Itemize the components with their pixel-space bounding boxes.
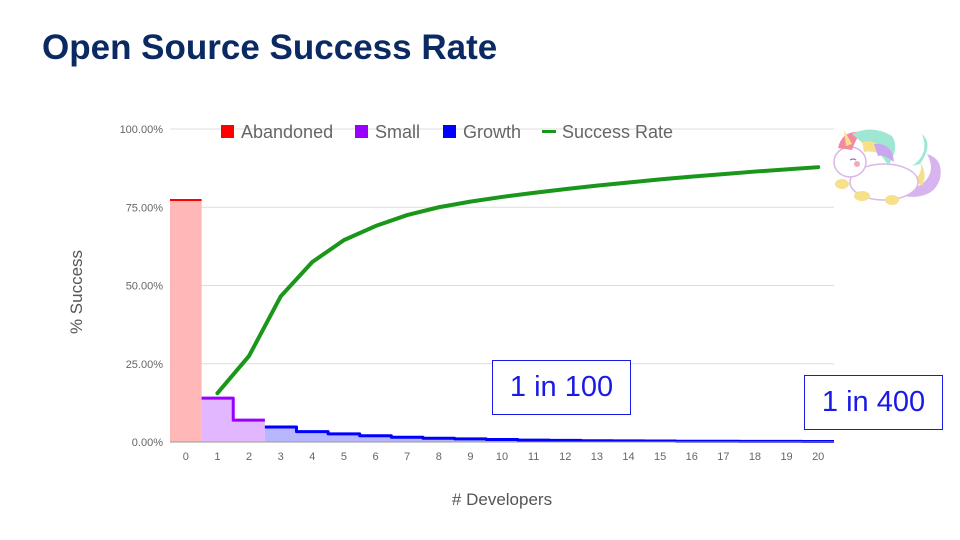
y-tick-label: 25.00% [126,359,164,371]
series-growth [264,425,834,443]
area-series [170,199,834,443]
x-axis-title: # Developers [452,490,552,509]
x-tick-label: 15 [654,451,666,463]
success-rate-line [215,165,821,396]
x-tick-label: 12 [559,451,571,463]
legend: Abandoned Small Growth Success Rate [221,122,673,142]
svg-text:Small: Small [375,122,420,142]
x-axis-ticks: 0 1 2 3 4 5 6 7 8 9 10 11 12 13 14 15 16 17 18 19 20 [183,451,825,463]
x-tick-label: 11 [528,451,539,463]
annotation-label: 1 in 100 [509,371,614,403]
series-abandoned [170,199,202,442]
y-tick-label: 75.00% [126,202,164,214]
y-axis-ticks: 0.00% 25.00% 50.00% 75.00% 100.00% [120,124,164,449]
y-tick-label: 100.00% [120,124,164,136]
legend-item-success-rate: Success Rate [542,122,673,142]
x-tick-label: 7 [404,451,410,463]
y-tick-label: 50.00% [126,281,164,293]
annotation-1-in-100: 1 in 100 [492,360,631,415]
x-tick-label: 9 [467,451,473,463]
slide-title: Open Source Success Rate [42,28,498,67]
unicorn-icon [833,129,941,205]
x-tick-label: 14 [622,451,634,463]
x-tick-label: 8 [436,451,442,463]
annotation-1-in-400: 1 in 400 [804,375,943,430]
x-tick-label: 1 [214,451,220,463]
legend-item-growth: Growth [443,122,521,142]
x-tick-label: 16 [686,451,698,463]
legend-item-small: Small [355,122,420,142]
y-tick-label: 0.00% [132,437,163,449]
x-tick-label: 18 [749,451,761,463]
x-tick-label: 13 [591,451,603,463]
svg-text:Growth: Growth [463,122,521,142]
svg-text:Abandoned: Abandoned [241,122,333,142]
x-tick-label: 6 [372,451,378,463]
x-tick-label: 10 [496,451,508,463]
x-tick-label: 4 [309,451,315,463]
x-tick-label: 3 [278,451,284,463]
x-tick-label: 20 [812,451,824,463]
x-tick-label: 17 [717,451,729,463]
x-tick-label: 0 [183,451,189,463]
x-tick-label: 5 [341,451,347,463]
annotation-label: 1 in 400 [821,386,926,418]
y-axis-title: % Success [67,250,86,334]
x-tick-label: 2 [246,451,252,463]
series-small [201,396,265,442]
legend-item-abandoned: Abandoned [221,122,333,142]
x-tick-label: 19 [780,451,792,463]
svg-text:Success Rate: Success Rate [562,122,673,142]
